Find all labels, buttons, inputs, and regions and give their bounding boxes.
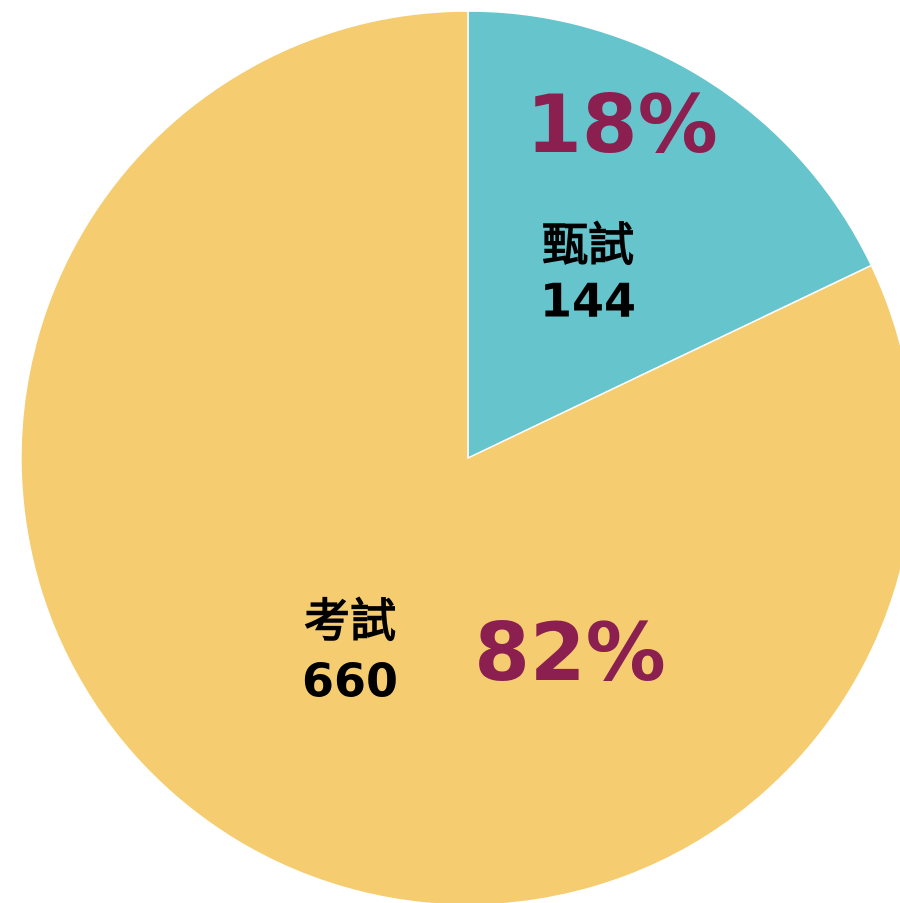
slice-share: 82% bbox=[474, 606, 665, 699]
slice-value: 144 bbox=[540, 274, 636, 328]
slice-name: 考試 bbox=[304, 594, 396, 648]
slice-share: 18% bbox=[526, 78, 717, 171]
slice-value: 660 bbox=[302, 654, 398, 708]
slice-name: 甄試 bbox=[542, 218, 634, 272]
pie-slice bbox=[20, 10, 900, 903]
pie-slice bbox=[467, 10, 873, 460]
